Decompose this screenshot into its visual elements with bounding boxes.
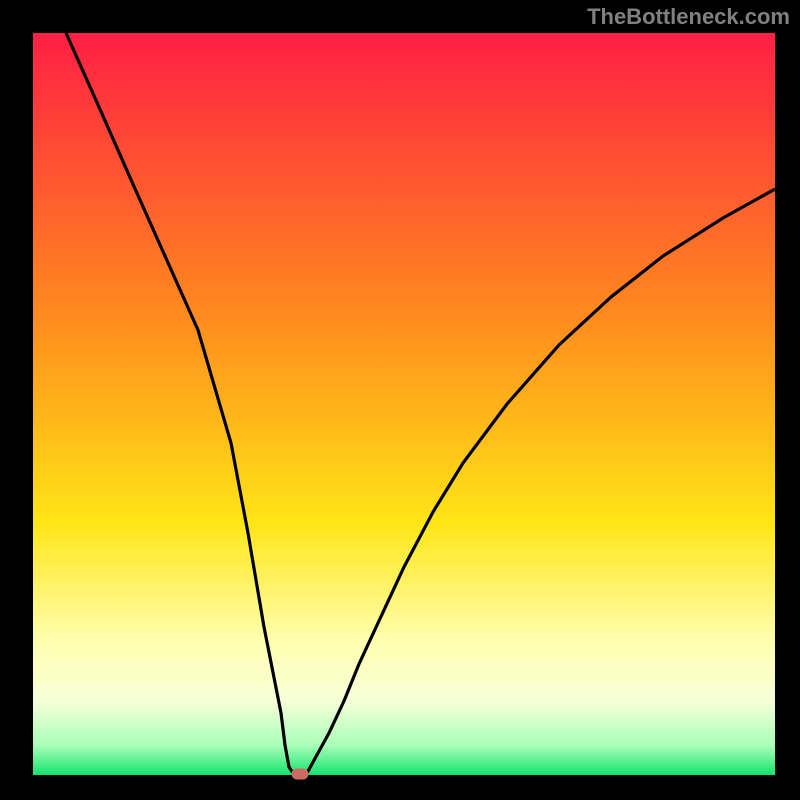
bottleneck-curve <box>33 33 775 775</box>
chart-container: TheBottleneck.com <box>0 0 800 800</box>
optimal-point-marker <box>292 768 309 779</box>
watermark-label: TheBottleneck.com <box>587 4 790 30</box>
curve-right-branch <box>307 189 775 773</box>
curve-left-branch <box>66 33 293 773</box>
plot-area <box>33 33 775 775</box>
